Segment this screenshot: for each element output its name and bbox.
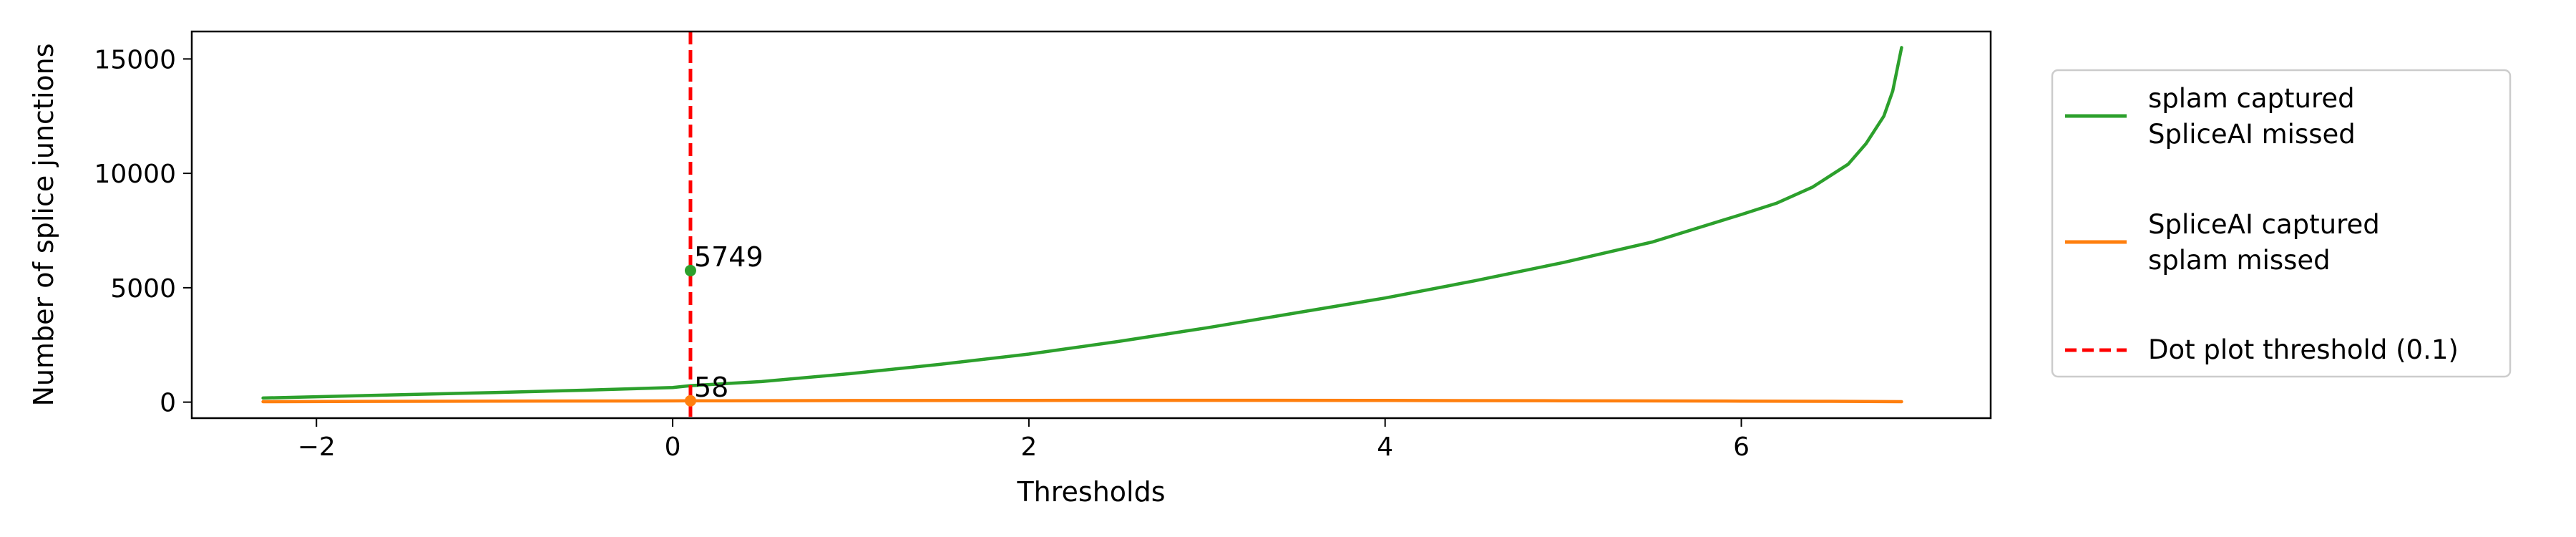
y-tick-label-2: 10000 [94,160,176,189]
legend-label-1: SpliceAI captured splam missed [2148,209,2380,276]
y-tick-label-0: 0 [160,389,176,418]
legend-box [2051,69,2512,378]
data-series-group [261,32,1903,418]
x-tick-label-2: 2 [1020,432,1037,462]
legend-label-line: splam captured [2148,83,2355,114]
axes-frame [190,30,1992,420]
legend-label-2: Dot plot threshold (0.1) [2148,334,2459,365]
plot-layer: 5749 58 [261,32,1903,418]
series-line-spliceai-captured [261,398,1903,404]
y-tick-label-1: 5000 [110,274,176,304]
legend-label-line: Dot plot threshold (0.1) [2148,334,2459,365]
annotation-point-0 [684,264,696,276]
legend-label-line: SpliceAI captured [2148,209,2380,240]
annotation-point-1 [684,395,696,407]
legend-label-line: splam missed [2148,245,2331,276]
axes-layer: −2 0 2 4 6 0 5000 10000 15000 Thresholds Number of… [28,30,1992,508]
annotation-label-1: 58 [694,372,728,403]
x-axis-title: Thresholds [1016,476,1165,508]
x-tick-label-3: 4 [1377,432,1393,462]
annotation-label-0: 5749 [694,241,763,273]
x-tick-label-1: 0 [665,432,681,462]
x-tick-label-4: 6 [1733,432,1750,462]
x-tick-label-0: −2 [298,432,336,462]
y-axis-title: Number of splice junctions [28,43,59,406]
y-tick-label-3: 15000 [94,45,176,74]
legend-label-line: SpliceAI missed [2148,119,2356,150]
legend-label-0: splam captured SpliceAI missed [2148,83,2356,150]
series-line-splam-captured [261,46,1903,400]
legend: splam captured SpliceAI missed SpliceAI ca… [2051,69,2512,378]
